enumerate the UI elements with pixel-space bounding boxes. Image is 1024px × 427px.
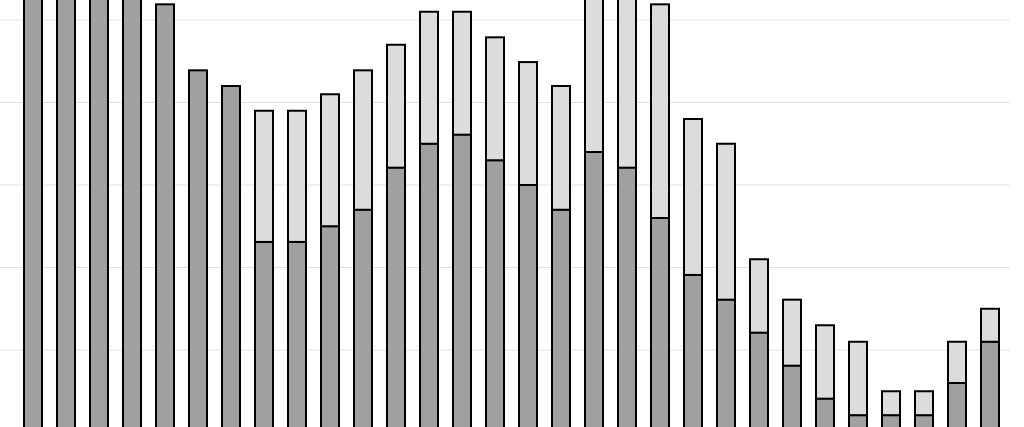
bar-segment (518, 61, 538, 187)
bar-segment (386, 43, 406, 169)
bar-segment (287, 240, 307, 427)
bar-segment (353, 69, 373, 211)
bar-segment (848, 414, 868, 427)
bar-segment (881, 390, 901, 417)
bar-segment (617, 166, 637, 427)
bar-segment (254, 109, 274, 243)
bar-segment (89, 0, 109, 427)
bar-segment (155, 3, 175, 427)
bar-segment (419, 142, 439, 427)
bar-segment (683, 273, 703, 427)
bar-segment (254, 240, 274, 427)
bar-segment (320, 225, 340, 427)
bar-segment (716, 298, 736, 427)
bar-segment (419, 10, 439, 145)
bar-segment (452, 133, 472, 427)
bar-segment (551, 85, 571, 211)
bar-segment (122, 0, 142, 427)
bar-segment (584, 0, 604, 153)
bar-segment (716, 142, 736, 301)
bar-segment (947, 382, 967, 427)
bar-segment (980, 340, 1000, 427)
bar-segment (980, 307, 1000, 343)
bar-segment (485, 36, 505, 162)
bar-segment (518, 184, 538, 427)
bar-segment (914, 390, 934, 417)
bar-segment (815, 324, 835, 400)
bar-segment (23, 0, 43, 427)
bar-segment (452, 10, 472, 136)
bar-segment (56, 0, 76, 427)
bar-segment (386, 166, 406, 427)
bar-segment (914, 414, 934, 427)
bar-segment (485, 159, 505, 427)
bar-segment (749, 258, 769, 334)
bar-segment (683, 118, 703, 276)
bar-segment (650, 3, 670, 220)
bar-segment (221, 85, 241, 427)
bar-segment (551, 208, 571, 427)
bar-segment (188, 69, 208, 427)
bar-segment (287, 109, 307, 243)
bar-segment (617, 0, 637, 169)
bar-segment (749, 331, 769, 427)
bar-segment (848, 340, 868, 417)
bar-segment (881, 414, 901, 427)
bar-segment (320, 93, 340, 228)
bar-segment (782, 364, 802, 427)
bar-segment (650, 217, 670, 427)
bar-segment (782, 298, 802, 367)
bar-segment (353, 208, 373, 427)
bar-segment (584, 151, 604, 427)
bar-segment (815, 397, 835, 427)
bar-segment (947, 340, 967, 384)
